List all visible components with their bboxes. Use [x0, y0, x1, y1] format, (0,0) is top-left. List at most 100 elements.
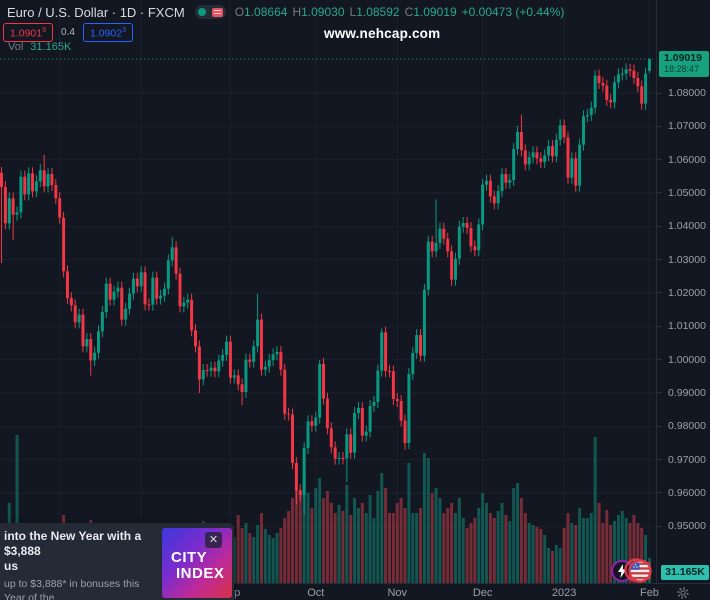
candle-body	[601, 83, 605, 86]
candle-body	[535, 152, 539, 159]
candle-body	[252, 346, 256, 362]
candlestick-chart[interactable]	[0, 0, 656, 583]
candle-body	[0, 172, 3, 187]
candle-body	[271, 354, 275, 360]
volume-bar	[582, 518, 585, 583]
candle-body	[294, 462, 298, 491]
candle-body	[112, 291, 116, 300]
candle-body	[186, 299, 190, 303]
price-axis-label: 1.01000	[668, 320, 706, 333]
volume-bar	[512, 488, 516, 583]
volume-bar	[446, 508, 450, 583]
volume-bar	[523, 513, 527, 583]
candle-body	[275, 351, 279, 355]
candle-body	[465, 222, 469, 228]
volume-bar	[593, 437, 597, 583]
candle-body	[647, 59, 651, 71]
candle-body	[329, 428, 333, 448]
candle-body	[372, 401, 376, 406]
price-axis[interactable]: 1.09019 18:28:47 31.165K 1.08000 1.07000 1…	[656, 0, 710, 583]
candle-body	[620, 73, 624, 75]
candle-body	[100, 311, 104, 332]
candle-body	[201, 369, 205, 380]
candle-body	[19, 176, 23, 213]
last-price-value: 1.09019	[664, 52, 702, 64]
candle-body	[85, 338, 89, 347]
volume-bar	[380, 473, 384, 583]
candle-body	[512, 148, 516, 180]
event-icons[interactable]	[610, 558, 654, 584]
candle-body	[632, 70, 636, 79]
candle-body	[116, 287, 120, 292]
volume-bar	[601, 523, 605, 583]
volume-bar	[333, 513, 337, 583]
price-axis-label: 0.97000	[668, 453, 706, 466]
candle-body	[217, 360, 221, 372]
volume-bar	[403, 508, 407, 583]
candle-body	[613, 82, 617, 103]
candle-body	[426, 241, 430, 290]
volume-bar	[329, 503, 333, 583]
candle-body	[27, 173, 31, 195]
volume-bar	[267, 535, 271, 583]
candle-body	[531, 152, 535, 158]
candle-body	[415, 334, 419, 353]
volume-bar	[275, 533, 279, 583]
candle-body	[566, 137, 570, 178]
price-axis-tick	[657, 459, 662, 461]
candle-body	[155, 277, 159, 299]
candle-body	[205, 369, 209, 371]
price-axis-tick	[657, 225, 662, 227]
candle-body	[516, 131, 520, 149]
sell-bid-button[interactable]: 1.09019	[3, 23, 54, 42]
volume-bar	[461, 518, 465, 583]
candle-body	[256, 319, 260, 347]
volume-bar	[527, 523, 531, 583]
volume-bar	[554, 545, 558, 583]
candle-body	[407, 373, 411, 443]
price-axis-tick	[657, 259, 662, 261]
time-axis-label: Dec	[472, 587, 493, 599]
volume-bar	[419, 508, 423, 583]
time-axis-label: Feb	[639, 587, 659, 599]
candle-body	[574, 158, 578, 186]
price-axis-label: 1.05000	[668, 186, 706, 199]
change-readout: +0.00473 (+0.44%)	[461, 5, 565, 19]
settings-gear-icon[interactable]	[676, 586, 690, 600]
price-axis-tick	[657, 392, 662, 394]
candle-body	[442, 228, 446, 239]
candle-body	[508, 179, 512, 183]
market-status-toggle[interactable]	[194, 5, 226, 19]
volume-bar	[337, 505, 341, 583]
volume-bar	[504, 515, 508, 583]
buy-ask-button[interactable]: 1.09023	[82, 23, 133, 42]
candle-body	[287, 413, 291, 415]
volume-bar	[535, 527, 539, 583]
volume-bar	[291, 498, 294, 583]
candle-body	[453, 258, 457, 280]
symbol-title[interactable]: Euro / U.S. Dollar · 1D · FXCM	[7, 4, 185, 20]
candle-body	[23, 176, 27, 195]
time-axis-label: Nov	[387, 587, 408, 599]
candle-body	[197, 346, 201, 380]
ad-title: into the New Year with a $3,888 us	[4, 529, 142, 573]
candle-body	[11, 198, 15, 215]
candle-body	[558, 125, 562, 140]
candle-body	[302, 447, 306, 495]
ad-close-button[interactable]: ✕	[205, 532, 222, 548]
volume-bar	[314, 488, 318, 583]
volume-bar	[616, 515, 620, 583]
price-axis-tick	[657, 159, 662, 161]
candle-body	[209, 367, 213, 371]
volume-bar	[492, 518, 496, 583]
candle-body	[605, 85, 609, 100]
price-axis-tick	[657, 359, 662, 361]
volume-bar	[620, 511, 624, 583]
candle-body	[143, 272, 147, 305]
volume-bar	[236, 515, 240, 583]
candle-body	[306, 421, 310, 448]
volume-bar	[531, 525, 535, 583]
candle-body	[399, 400, 403, 421]
candle-body	[228, 341, 232, 378]
